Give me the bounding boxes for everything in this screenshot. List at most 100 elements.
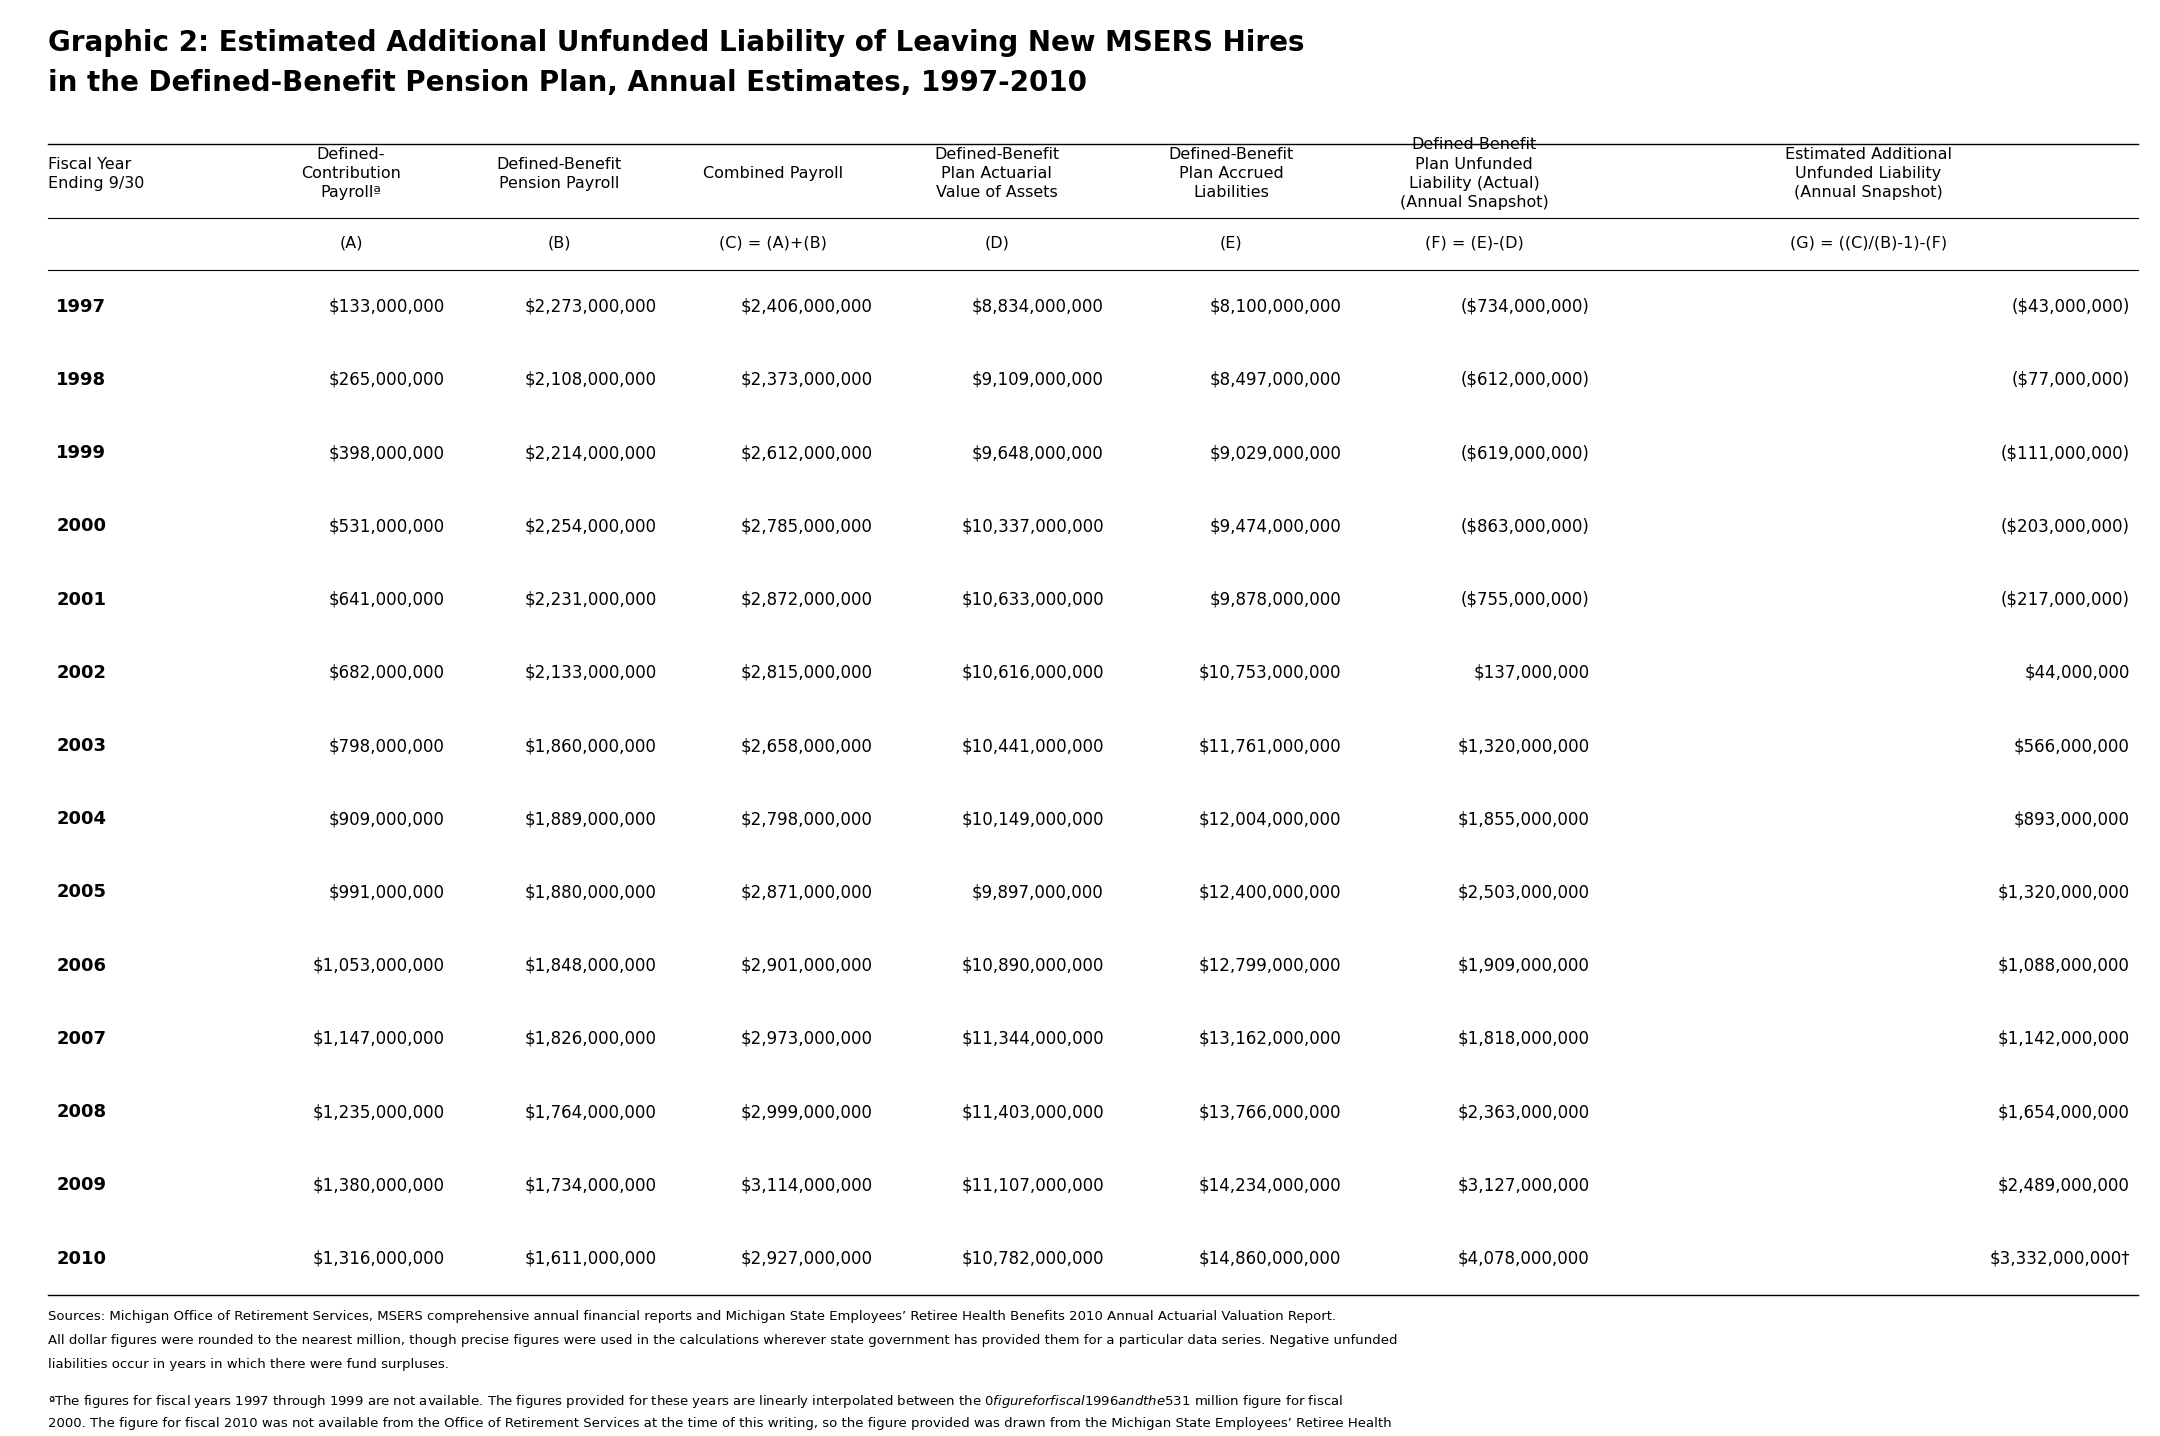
Text: $1,142,000,000: $1,142,000,000 bbox=[1998, 1030, 2130, 1048]
Text: Defined-Benefit
Plan Accrued
Liabilities: Defined-Benefit Plan Accrued Liabilities bbox=[1169, 146, 1294, 201]
Text: $2,273,000,000: $2,273,000,000 bbox=[525, 297, 657, 316]
Text: $2,108,000,000: $2,108,000,000 bbox=[525, 370, 657, 389]
Text: Sources: Michigan Office of Retirement Services, MSERS comprehensive annual fina: Sources: Michigan Office of Retirement S… bbox=[48, 1310, 1335, 1323]
Text: $1,826,000,000: $1,826,000,000 bbox=[525, 1030, 657, 1048]
Text: $2,406,000,000: $2,406,000,000 bbox=[741, 297, 873, 316]
Text: $682,000,000: $682,000,000 bbox=[328, 663, 445, 682]
Text: $11,344,000,000: $11,344,000,000 bbox=[961, 1030, 1104, 1048]
Text: $798,000,000: $798,000,000 bbox=[328, 737, 445, 755]
Text: $10,441,000,000: $10,441,000,000 bbox=[961, 737, 1104, 755]
Text: $2,133,000,000: $2,133,000,000 bbox=[525, 663, 657, 682]
Text: $2,927,000,000: $2,927,000,000 bbox=[741, 1249, 873, 1268]
Text: Fiscal Year
Ending 9/30: Fiscal Year Ending 9/30 bbox=[48, 157, 145, 191]
Text: $13,766,000,000: $13,766,000,000 bbox=[1199, 1103, 1341, 1122]
Text: $9,029,000,000: $9,029,000,000 bbox=[1210, 444, 1341, 462]
Text: $2,872,000,000: $2,872,000,000 bbox=[741, 590, 873, 609]
Text: $1,611,000,000: $1,611,000,000 bbox=[525, 1249, 657, 1268]
Text: $3,114,000,000: $3,114,000,000 bbox=[741, 1176, 873, 1195]
Text: Defined-Benefit
Pension Payroll: Defined-Benefit Pension Payroll bbox=[497, 157, 622, 191]
Text: $2,373,000,000: $2,373,000,000 bbox=[741, 370, 873, 389]
Text: $265,000,000: $265,000,000 bbox=[328, 370, 445, 389]
Text: $2,798,000,000: $2,798,000,000 bbox=[741, 810, 873, 829]
Text: 2002: 2002 bbox=[56, 663, 106, 682]
Text: in the Defined-Benefit Pension Plan, Annual Estimates, 1997-2010: in the Defined-Benefit Pension Plan, Ann… bbox=[48, 69, 1086, 96]
Text: $2,871,000,000: $2,871,000,000 bbox=[741, 883, 873, 902]
Text: (C) = (A)+(B): (C) = (A)+(B) bbox=[719, 236, 827, 250]
Text: $1,855,000,000: $1,855,000,000 bbox=[1458, 810, 1590, 829]
Text: $1,889,000,000: $1,889,000,000 bbox=[525, 810, 657, 829]
Text: $1,316,000,000: $1,316,000,000 bbox=[313, 1249, 445, 1268]
Text: Defined-Benefit
Plan Unfunded
Liability (Actual)
(Annual Snapshot): Defined-Benefit Plan Unfunded Liability … bbox=[1400, 138, 1549, 210]
Text: (B): (B) bbox=[549, 236, 570, 250]
Text: 2000. The figure for fiscal 2010 was not available from the Office of Retirement: 2000. The figure for fiscal 2010 was not… bbox=[48, 1417, 1391, 1430]
Text: (F) = (E)-(D): (F) = (E)-(D) bbox=[1426, 236, 1523, 250]
Text: $2,815,000,000: $2,815,000,000 bbox=[741, 663, 873, 682]
Text: $9,897,000,000: $9,897,000,000 bbox=[972, 883, 1104, 902]
Text: Graphic 2: Estimated Additional Unfunded Liability of Leaving New MSERS Hires: Graphic 2: Estimated Additional Unfunded… bbox=[48, 29, 1305, 56]
Text: 2009: 2009 bbox=[56, 1176, 106, 1195]
Text: 2001: 2001 bbox=[56, 590, 106, 609]
Text: $8,834,000,000: $8,834,000,000 bbox=[972, 297, 1104, 316]
Text: $2,363,000,000: $2,363,000,000 bbox=[1458, 1103, 1590, 1122]
Text: $1,909,000,000: $1,909,000,000 bbox=[1458, 956, 1590, 975]
Text: $2,999,000,000: $2,999,000,000 bbox=[741, 1103, 873, 1122]
Text: 2008: 2008 bbox=[56, 1103, 106, 1122]
Text: ($612,000,000): ($612,000,000) bbox=[1460, 370, 1590, 389]
Text: ªThe figures for fiscal years 1997 through 1999 are not available. The figures p: ªThe figures for fiscal years 1997 throu… bbox=[48, 1393, 1344, 1410]
Text: 2007: 2007 bbox=[56, 1030, 106, 1048]
Text: $12,004,000,000: $12,004,000,000 bbox=[1199, 810, 1341, 829]
Text: $566,000,000: $566,000,000 bbox=[2013, 737, 2130, 755]
Text: 2005: 2005 bbox=[56, 883, 106, 902]
Text: $10,149,000,000: $10,149,000,000 bbox=[961, 810, 1104, 829]
Text: $909,000,000: $909,000,000 bbox=[328, 810, 445, 829]
Text: $9,474,000,000: $9,474,000,000 bbox=[1210, 517, 1341, 536]
Text: 1997: 1997 bbox=[56, 297, 106, 316]
Text: $3,127,000,000: $3,127,000,000 bbox=[1458, 1176, 1590, 1195]
Text: $1,764,000,000: $1,764,000,000 bbox=[525, 1103, 657, 1122]
Text: ($734,000,000): ($734,000,000) bbox=[1460, 297, 1590, 316]
Text: $10,782,000,000: $10,782,000,000 bbox=[961, 1249, 1104, 1268]
Text: $1,380,000,000: $1,380,000,000 bbox=[313, 1176, 445, 1195]
Text: $1,734,000,000: $1,734,000,000 bbox=[525, 1176, 657, 1195]
Text: $2,973,000,000: $2,973,000,000 bbox=[741, 1030, 873, 1048]
Text: Defined-
Contribution
Payrollª: Defined- Contribution Payrollª bbox=[300, 146, 402, 201]
Text: ($217,000,000): ($217,000,000) bbox=[2000, 590, 2130, 609]
Text: Estimated Additional
Unfunded Liability
(Annual Snapshot): Estimated Additional Unfunded Liability … bbox=[1784, 146, 1953, 201]
Text: Defined-Benefit
Plan Actuarial
Value of Assets: Defined-Benefit Plan Actuarial Value of … bbox=[935, 146, 1058, 201]
Text: (E): (E) bbox=[1220, 236, 1242, 250]
Text: $1,880,000,000: $1,880,000,000 bbox=[525, 883, 657, 902]
Text: $1,147,000,000: $1,147,000,000 bbox=[313, 1030, 445, 1048]
Text: liabilities occur in years in which there were fund surpluses.: liabilities occur in years in which ther… bbox=[48, 1358, 449, 1371]
Text: $9,109,000,000: $9,109,000,000 bbox=[972, 370, 1104, 389]
Text: 2003: 2003 bbox=[56, 737, 106, 755]
Text: $2,231,000,000: $2,231,000,000 bbox=[525, 590, 657, 609]
Text: 2010: 2010 bbox=[56, 1249, 106, 1268]
Text: 1999: 1999 bbox=[56, 444, 106, 462]
Text: $11,107,000,000: $11,107,000,000 bbox=[961, 1176, 1104, 1195]
Text: $2,658,000,000: $2,658,000,000 bbox=[741, 737, 873, 755]
Text: ($755,000,000): ($755,000,000) bbox=[1460, 590, 1590, 609]
Text: $1,235,000,000: $1,235,000,000 bbox=[313, 1103, 445, 1122]
Text: ($203,000,000): ($203,000,000) bbox=[2000, 517, 2130, 536]
Text: (D): (D) bbox=[985, 236, 1009, 250]
Text: $2,489,000,000: $2,489,000,000 bbox=[1998, 1176, 2130, 1195]
Text: $11,403,000,000: $11,403,000,000 bbox=[961, 1103, 1104, 1122]
Text: ($77,000,000): ($77,000,000) bbox=[2011, 370, 2130, 389]
Text: $1,860,000,000: $1,860,000,000 bbox=[525, 737, 657, 755]
Text: ($619,000,000): ($619,000,000) bbox=[1460, 444, 1590, 462]
Text: $12,400,000,000: $12,400,000,000 bbox=[1199, 883, 1341, 902]
Text: $2,214,000,000: $2,214,000,000 bbox=[525, 444, 657, 462]
Text: $641,000,000: $641,000,000 bbox=[328, 590, 445, 609]
Text: $13,162,000,000: $13,162,000,000 bbox=[1199, 1030, 1341, 1048]
Text: $3,332,000,000†: $3,332,000,000† bbox=[1989, 1249, 2130, 1268]
Text: $137,000,000: $137,000,000 bbox=[1473, 663, 1590, 682]
Text: $9,648,000,000: $9,648,000,000 bbox=[972, 444, 1104, 462]
Text: ($43,000,000): ($43,000,000) bbox=[2011, 297, 2130, 316]
Text: (A): (A) bbox=[339, 236, 363, 250]
Text: $1,320,000,000: $1,320,000,000 bbox=[1458, 737, 1590, 755]
Text: $1,848,000,000: $1,848,000,000 bbox=[525, 956, 657, 975]
Text: $2,503,000,000: $2,503,000,000 bbox=[1458, 883, 1590, 902]
Text: $1,654,000,000: $1,654,000,000 bbox=[1998, 1103, 2130, 1122]
Text: $10,337,000,000: $10,337,000,000 bbox=[961, 517, 1104, 536]
Text: $10,753,000,000: $10,753,000,000 bbox=[1199, 663, 1341, 682]
